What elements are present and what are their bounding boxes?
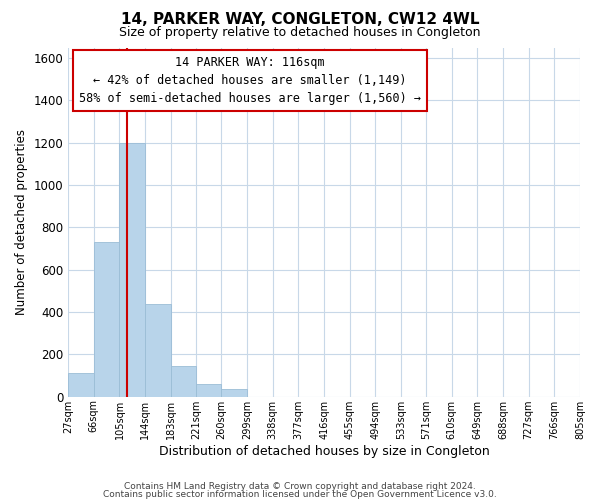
Text: Size of property relative to detached houses in Congleton: Size of property relative to detached ho… <box>119 26 481 39</box>
X-axis label: Distribution of detached houses by size in Congleton: Distribution of detached houses by size … <box>159 444 490 458</box>
Bar <box>171 366 196 396</box>
Text: 14, PARKER WAY, CONGLETON, CW12 4WL: 14, PARKER WAY, CONGLETON, CW12 4WL <box>121 12 479 28</box>
Text: Contains public sector information licensed under the Open Government Licence v3: Contains public sector information licen… <box>103 490 497 499</box>
Bar <box>145 304 171 396</box>
Y-axis label: Number of detached properties: Number of detached properties <box>15 129 28 315</box>
Text: Contains HM Land Registry data © Crown copyright and database right 2024.: Contains HM Land Registry data © Crown c… <box>124 482 476 491</box>
Bar <box>221 390 247 396</box>
Bar <box>196 384 221 396</box>
Text: 14 PARKER WAY: 116sqm
← 42% of detached houses are smaller (1,149)
58% of semi-d: 14 PARKER WAY: 116sqm ← 42% of detached … <box>79 56 421 105</box>
Bar <box>68 374 94 396</box>
Bar <box>94 242 119 396</box>
Bar <box>119 142 145 396</box>
